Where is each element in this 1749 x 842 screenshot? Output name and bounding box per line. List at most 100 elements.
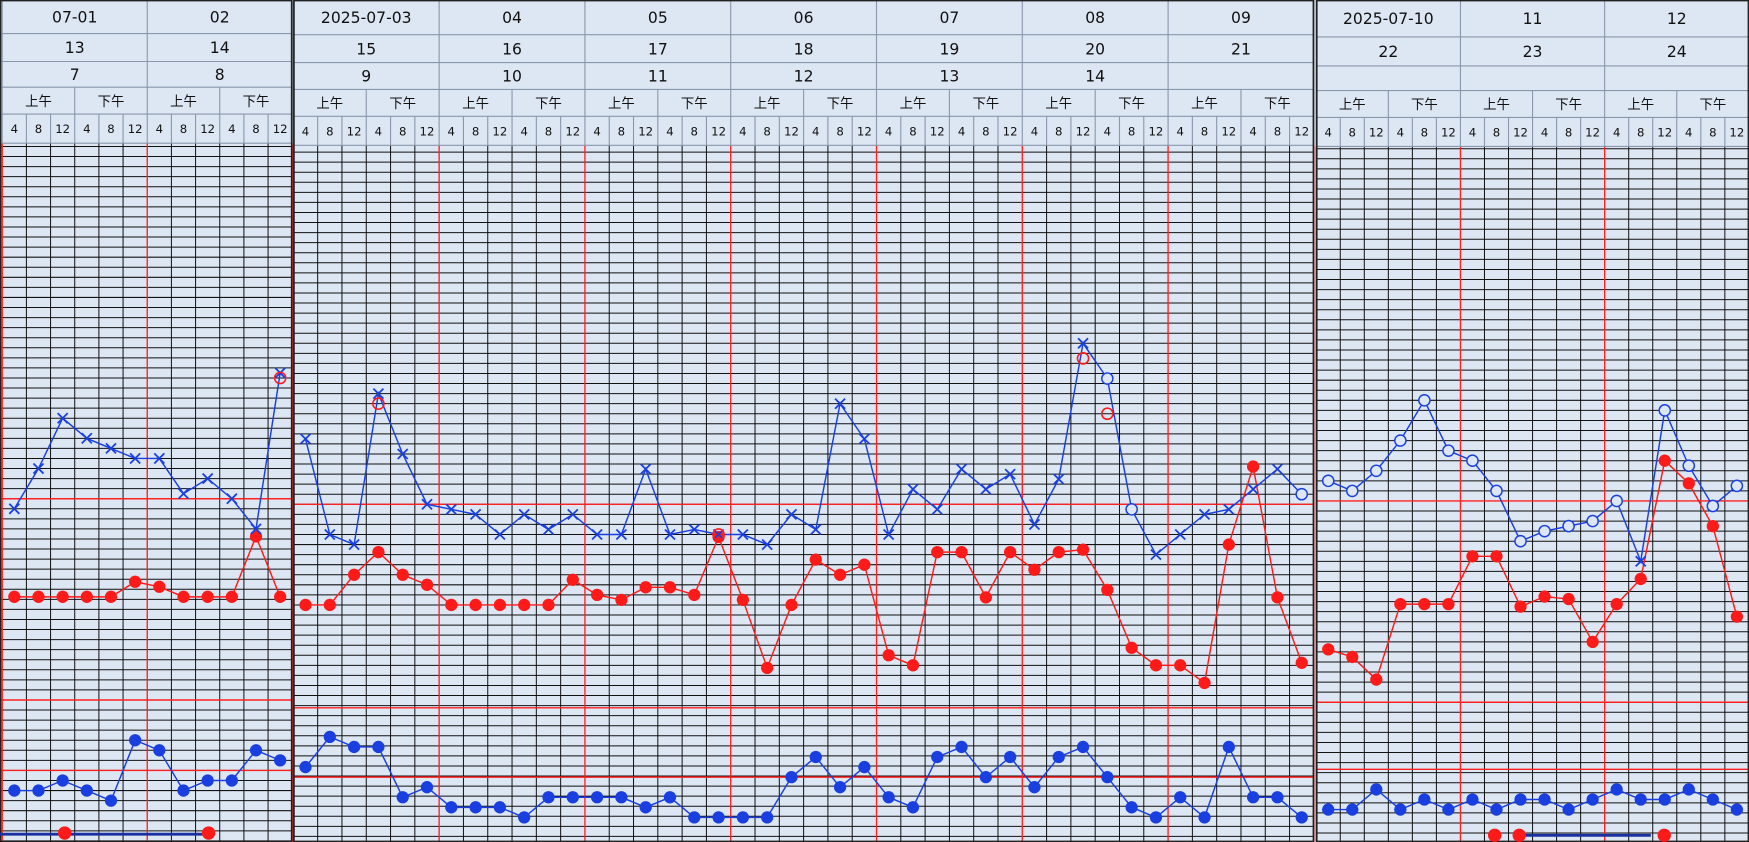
temperature-point <box>494 528 506 541</box>
cross-stroke <box>834 398 846 410</box>
pulse-point <box>1295 656 1308 669</box>
half-day-label: 上午 <box>25 94 52 110</box>
pulse-point <box>1004 545 1017 559</box>
temperature-point <box>542 523 555 536</box>
cross-stroke <box>980 483 992 495</box>
temperature-point <box>250 523 262 535</box>
hour-label: 8 <box>982 124 989 138</box>
cross-stroke <box>421 498 433 510</box>
pulse-point <box>32 590 45 603</box>
hour-label: 12 <box>1221 124 1236 138</box>
pulse-point <box>736 593 750 607</box>
temperature-point <box>1706 499 1720 513</box>
temperature-point <box>761 538 773 551</box>
pulse-point <box>445 598 458 612</box>
postop-days-label: 7 <box>70 65 80 84</box>
hour-label: 8 <box>909 124 916 138</box>
respiration-point <box>1394 803 1407 816</box>
temperature-point <box>1174 528 1186 541</box>
hour-label: 12 <box>565 124 580 138</box>
temperature-point <box>421 498 433 510</box>
hour-label: 8 <box>107 122 114 136</box>
dates-label: 02 <box>210 7 230 26</box>
respiration-point <box>1466 793 1479 806</box>
respiration-point <box>323 730 336 744</box>
pulse-point <box>1322 643 1335 656</box>
cross-stroke <box>931 503 943 516</box>
pulse-point <box>833 568 847 581</box>
pulse-point <box>56 590 69 603</box>
cross-stroke <box>202 472 214 485</box>
retest-point <box>712 528 725 541</box>
respiration-point <box>1658 793 1671 806</box>
dates-label: 2025-07-03 <box>321 8 412 27</box>
cross-stroke <box>664 528 676 541</box>
respiration-point <box>1610 783 1623 796</box>
respiration-point <box>1052 750 1065 764</box>
hour-label: 8 <box>180 122 187 136</box>
cross-stroke <box>299 433 312 445</box>
pulse-point <box>1394 597 1407 611</box>
half-day-label: 上午 <box>1045 96 1072 112</box>
cross-stroke <box>591 528 603 541</box>
cross-stroke <box>1198 508 1211 521</box>
retest-point <box>1100 407 1114 421</box>
hospital-days-label: 19 <box>939 39 959 58</box>
pulse-point <box>396 568 409 581</box>
pulse-point <box>542 598 555 612</box>
temperature-point <box>1345 484 1359 498</box>
pulse-point <box>372 545 385 559</box>
dates-label: 06 <box>794 8 814 27</box>
respiration-point <box>469 801 482 814</box>
respiration-point <box>249 744 263 757</box>
hour-label: 12 <box>1003 124 1018 138</box>
respiration-point <box>761 811 774 824</box>
cross-stroke <box>1247 483 1259 495</box>
hour-label: 12 <box>1369 126 1384 140</box>
postop-days-label: 12 <box>794 67 814 86</box>
temperature-point <box>1635 555 1647 567</box>
temperature-point <box>1198 508 1211 521</box>
cross-stroke <box>177 488 190 500</box>
temperature-point <box>372 387 385 400</box>
hour-label: 4 <box>593 124 600 138</box>
pulse-point <box>1028 563 1041 576</box>
bottom-dot <box>1657 828 1671 842</box>
temperature-point <box>615 528 628 541</box>
respiration-point <box>8 784 21 797</box>
dates-label: 11 <box>1523 9 1543 28</box>
hour-label: 8 <box>1201 124 1208 138</box>
temperature-point <box>1514 534 1527 548</box>
temperature-point <box>931 503 943 516</box>
temperature-point <box>1418 393 1431 407</box>
cross-stroke <box>737 528 749 541</box>
respiration-point <box>1706 793 1719 806</box>
respiration-point <box>1442 803 1455 816</box>
hour-label: 4 <box>885 124 892 138</box>
cross-stroke <box>324 528 336 541</box>
temperature-point <box>664 528 676 541</box>
cross-stroke <box>348 538 360 551</box>
half-day-label: 下午 <box>389 96 416 112</box>
respiration-point <box>1101 770 1114 784</box>
pulse-point <box>1562 592 1575 606</box>
respiration-point <box>445 801 458 814</box>
hour-label: 12 <box>1441 126 1456 140</box>
pulse-point <box>153 580 166 593</box>
pulse-point <box>1610 597 1623 611</box>
temperature-point <box>1247 483 1259 495</box>
temperature-point <box>907 483 919 495</box>
pulse-point <box>663 581 677 594</box>
half-day-label: 上午 <box>316 96 343 112</box>
hour-label: 12 <box>55 122 70 136</box>
half-day-label: 下午 <box>681 96 708 112</box>
pulse-point <box>639 581 652 594</box>
cross-stroke <box>1053 473 1065 485</box>
hour-label: 12 <box>420 124 435 138</box>
half-day-label: 下午 <box>972 96 999 112</box>
postop-days-label: 11 <box>648 67 668 86</box>
hour-label: 12 <box>638 124 653 138</box>
respiration-point <box>1346 803 1359 816</box>
cross-stroke <box>955 463 968 475</box>
